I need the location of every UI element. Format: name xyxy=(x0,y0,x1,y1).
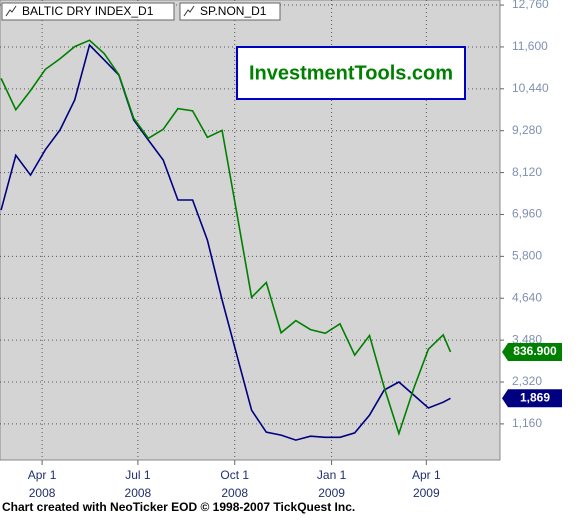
y-tick-label: 9,280 xyxy=(512,123,542,137)
legend-icon xyxy=(183,5,195,17)
legend-box xyxy=(1,2,175,21)
x-tick-label: Oct 1 xyxy=(220,468,249,482)
value-label: 836.900 xyxy=(513,344,557,358)
legend-label: BALTIC DRY INDEX_D1 xyxy=(22,4,154,18)
value-label: 1,869 xyxy=(520,390,550,404)
x-tick-year: 2009 xyxy=(413,486,440,500)
y-tick-label: 8,120 xyxy=(512,165,542,179)
y-tick-label: 11,600 xyxy=(512,39,548,53)
credit: Chart created with NeoTicker EOD © 1998-… xyxy=(2,500,355,514)
y-tick-label: 6,960 xyxy=(512,207,542,221)
y-tick-label: 10,440 xyxy=(512,81,549,95)
x-tick-label: Jul 1 xyxy=(125,468,151,482)
x-tick-label: Apr 1 xyxy=(412,468,441,482)
series-line xyxy=(0,43,451,441)
y-tick-label: 4,640 xyxy=(512,290,542,304)
logo-box xyxy=(236,46,466,100)
x-tick-year: 2008 xyxy=(221,486,248,500)
logo-text: InvestmentTools.com xyxy=(249,62,453,84)
y-tick-label: 3,480 xyxy=(512,332,542,346)
y-tick-label: 2,320 xyxy=(512,374,542,388)
legend-label: SP.NON_D1 xyxy=(200,4,267,18)
y-tick-label: 1,160 xyxy=(512,416,542,430)
x-tick-year: 2008 xyxy=(125,486,152,500)
x-tick-label: Jan 1 xyxy=(317,468,347,482)
legend-box xyxy=(179,2,281,21)
x-tick-year: 2009 xyxy=(318,486,345,500)
value-badge xyxy=(502,389,562,408)
legend-icon xyxy=(5,5,17,17)
value-badge xyxy=(502,342,562,361)
x-tick-year: 2008 xyxy=(29,486,56,500)
y-tick-label: 12,760 xyxy=(512,0,549,11)
series-line xyxy=(0,39,452,437)
x-tick-label: Apr 1 xyxy=(28,468,57,482)
y-tick-label: 5,800 xyxy=(512,249,542,263)
